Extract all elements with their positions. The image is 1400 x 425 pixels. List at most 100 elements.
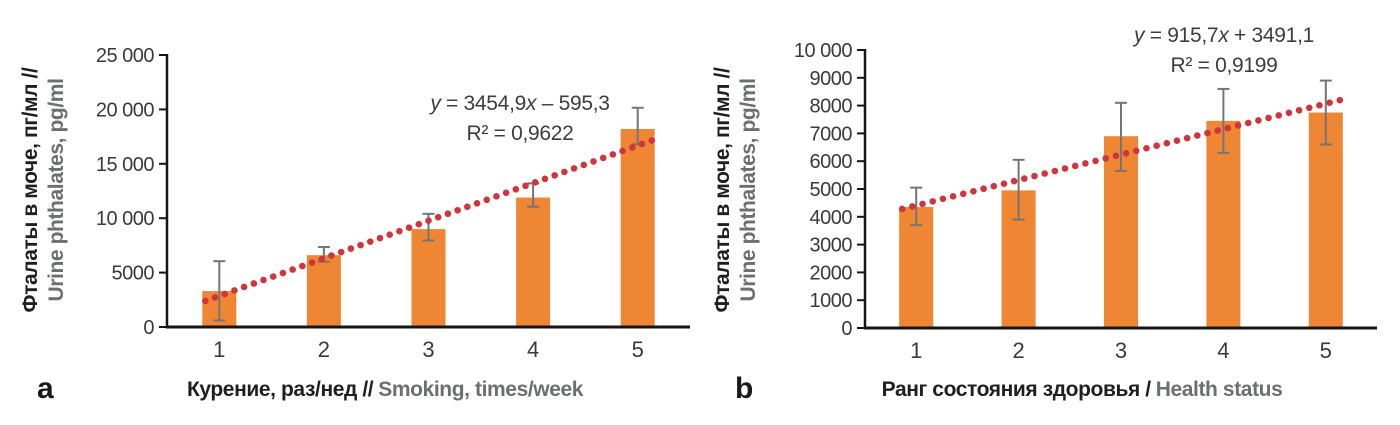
trendline-dot	[1010, 177, 1018, 185]
trendline-dot	[512, 186, 520, 193]
trendline-dot	[949, 193, 957, 200]
trendline-dot	[561, 168, 568, 176]
y-tick-label: 10 000	[794, 40, 853, 62]
y-axis-label-a: Фталаты в моче, пг/мл // Urine phthalate…	[17, 20, 71, 360]
y-tick-label: 0	[841, 318, 852, 340]
y-axis-label-b: Фталаты в моче, пг/мл // Urine phthalate…	[709, 20, 763, 360]
y-tick-label: 25 000	[96, 45, 155, 67]
trendline-dot	[299, 262, 306, 270]
error-bar	[1319, 79, 1332, 146]
trendline-dot	[386, 231, 393, 238]
y-tick-label: 5000	[112, 263, 155, 285]
trendline-dot	[434, 213, 442, 221]
trendline-dot	[425, 217, 432, 225]
trendline-dot	[919, 200, 926, 208]
trendline-dot	[415, 220, 423, 228]
y-tick-label: 9000	[810, 68, 853, 90]
x-tick-label: 1	[910, 338, 922, 363]
y-tick-label: 7000	[810, 123, 853, 145]
trendline-dot	[221, 290, 229, 298]
trendline-dot	[483, 196, 491, 204]
r-squared-a: R² = 0,9622	[466, 122, 574, 145]
y-tick-label: 6000	[810, 151, 853, 173]
trendline-dot	[531, 179, 539, 186]
trendline-dot	[590, 158, 597, 165]
trendline-dot	[1112, 152, 1120, 160]
x-tick-label: 4	[1217, 338, 1229, 363]
trendline-dot	[1295, 107, 1303, 114]
trendline-dot	[580, 161, 588, 169]
trendline-dot	[396, 227, 403, 235]
trendline-dot	[1194, 132, 1201, 139]
trendline-dot	[366, 238, 374, 245]
trendline-dot	[570, 165, 578, 172]
trendline-dot	[376, 234, 384, 242]
trendline-dot	[250, 280, 258, 287]
equation-a-mid: = 3454,9	[440, 92, 526, 115]
trendline-dot	[454, 206, 461, 214]
trendline-dot	[609, 151, 617, 158]
bar	[620, 128, 655, 327]
trendline-dot	[1021, 175, 1028, 182]
trendline-dot	[289, 266, 296, 273]
trendline-dot	[1041, 170, 1048, 177]
equation-a-var-x: x	[525, 92, 537, 115]
bar	[1206, 120, 1241, 328]
trendline	[202, 137, 655, 305]
equation-b-tail: + 3491,1	[1228, 24, 1314, 47]
chart-panel-b: 0 1000 2000 3000 4000 5000 6000 7000 8000 9000 10 …	[794, 40, 1377, 363]
trendline-dot	[541, 175, 549, 183]
trendline-dot	[1031, 172, 1038, 180]
trendline-dot	[357, 241, 364, 249]
y-axis-label-b-ru: Фталаты в моче, пг/мл //	[711, 67, 734, 313]
y-tick-label: 1000	[810, 290, 853, 312]
bar	[411, 229, 446, 327]
trendline-dot	[337, 248, 345, 256]
trendline-dot	[1122, 150, 1130, 157]
y-tick-label: 2000	[810, 262, 853, 284]
trendline-dot	[1265, 114, 1272, 122]
equation-a-var-y: y	[430, 92, 441, 115]
x-axis-label-b-en: Health status	[1155, 378, 1283, 401]
panel-letter-b: b	[735, 372, 754, 405]
trendline-dot	[1183, 134, 1191, 142]
trendline-dot	[970, 187, 977, 195]
trendline-dot	[1051, 167, 1059, 175]
trendline-dot	[1214, 127, 1221, 134]
trendline-dot	[628, 144, 636, 151]
x-tick-label: 2	[1012, 338, 1024, 363]
bar	[1308, 112, 1343, 328]
x-axis-label-a: Курение, раз/нед //Smoking, times/week	[105, 378, 665, 402]
y-axis-label-a-en: Urine phthalates, pg/ml	[45, 78, 68, 302]
trendline-dot	[1082, 160, 1089, 167]
trendline-dot	[444, 210, 452, 218]
y-tick-label: 3000	[810, 235, 853, 257]
trendline-dot	[202, 297, 209, 305]
trendline-dot	[909, 203, 916, 210]
x-axis-label-b: Ранг состояния здоровья / Health status	[802, 378, 1362, 402]
x-axis-label-b-ru: Ранг состояния здоровья /	[881, 378, 1151, 401]
trendline-dot	[939, 195, 947, 203]
trendline-dot	[638, 140, 646, 148]
trendline-dot	[260, 276, 267, 284]
trendline-dot	[1102, 155, 1110, 162]
trendline-dot	[1234, 122, 1242, 129]
trendline-dot	[269, 273, 277, 280]
error-bar	[1217, 87, 1230, 154]
trendline-dot	[980, 185, 987, 193]
trendline-dot	[599, 154, 607, 162]
trendline-dot	[1244, 119, 1252, 127]
equation-b-var-y: y	[1134, 24, 1145, 47]
trendline-dot	[929, 198, 937, 205]
trendline-dot	[1336, 96, 1344, 104]
trendline-dot	[493, 192, 500, 200]
equation-b: y = 915,7x + 3491,1 R² = 0,9199	[1074, 21, 1374, 81]
trendline-dot	[648, 137, 655, 144]
x-tick-label: 3	[1115, 338, 1127, 363]
equation-a-tail: – 595,3	[536, 92, 610, 115]
bar	[306, 255, 341, 327]
y-tick-label: 10 000	[96, 208, 155, 230]
trendline-dot	[898, 205, 906, 213]
